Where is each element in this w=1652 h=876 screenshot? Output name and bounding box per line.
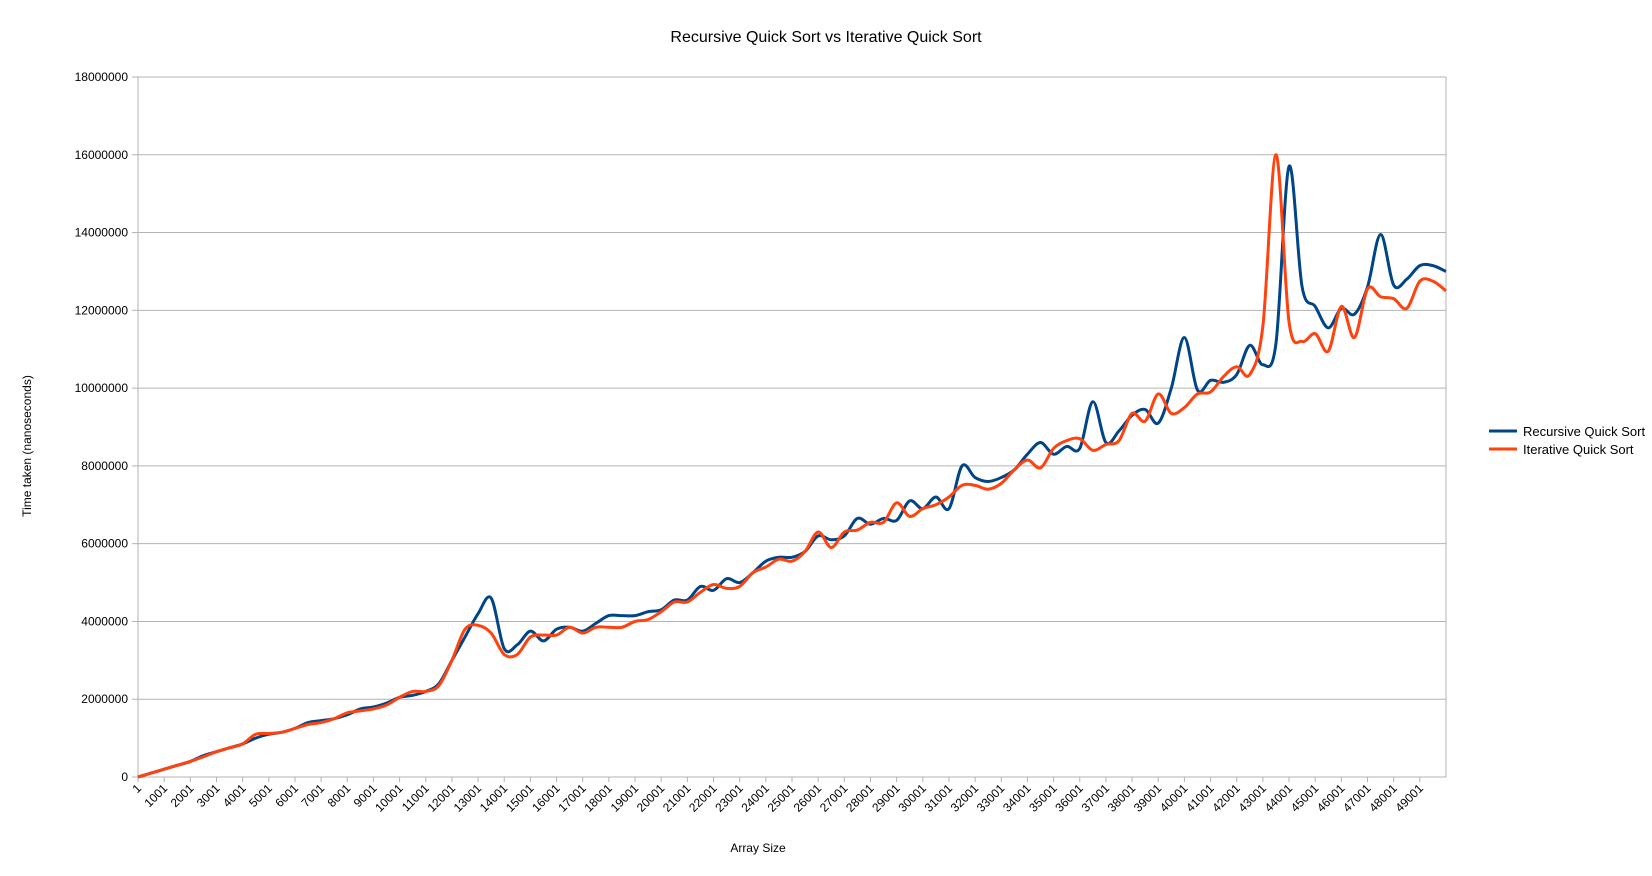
x-tick-label: 3001 [194, 781, 223, 810]
x-tick-label: 48001 [1366, 781, 1400, 815]
x-tick-label: 25001 [765, 781, 799, 815]
x-tick-label: 2001 [168, 781, 197, 810]
x-tick-label: 24001 [738, 781, 772, 815]
x-tick-label: 47001 [1340, 781, 1374, 815]
series-lines [137, 153, 1447, 779]
series-line-recursive-quick-sort [137, 164, 1447, 779]
y-tick-label: 12000000 [75, 303, 129, 317]
x-tick-label: 8001 [325, 781, 354, 810]
x-tick-label: 36001 [1052, 781, 1086, 815]
x-tick-label: 19001 [608, 781, 642, 815]
x-tick-label: 39001 [1131, 781, 1165, 815]
x-tick-label: 4001 [220, 781, 249, 810]
x-tick-label: 31001 [922, 781, 956, 815]
x-tick-label: 23001 [712, 781, 746, 815]
legend-label-iterative-quick-sort: Iterative Quick Sort [1523, 442, 1634, 457]
x-tick-label: 22001 [686, 781, 720, 815]
y-axis-title: Time taken (nanoseconds) [20, 375, 34, 517]
x-tick-label: 26001 [791, 781, 825, 815]
legend-label-recursive-quick-sort: Recursive Quick Sort [1523, 424, 1645, 439]
y-tick-label: 2000000 [81, 692, 128, 706]
x-tick-label: 45001 [1288, 781, 1322, 815]
x-tick-label: 17001 [555, 781, 589, 815]
legend: Recursive Quick Sort Iterative Quick Sort [1489, 424, 1645, 457]
x-tick-label: 6001 [272, 781, 301, 810]
x-tick-label: 13001 [451, 781, 485, 815]
x-tick-label: 21001 [660, 781, 694, 815]
y-tick-label: 16000000 [75, 148, 129, 162]
x-tick-label: 44001 [1262, 781, 1296, 815]
y-tick-label: 10000000 [75, 381, 129, 395]
x-tick-label: 27001 [817, 781, 851, 815]
y-tick-label: 14000000 [75, 226, 129, 240]
x-tick-label: 29001 [869, 781, 903, 815]
x-tick-label: 1 [129, 781, 144, 796]
x-tick-label: 18001 [582, 781, 616, 815]
x-tick-label: 28001 [843, 781, 877, 815]
y-tick-label: 18000000 [75, 70, 129, 84]
x-tick-label: 38001 [1105, 781, 1139, 815]
y-axis: 0 2000000 4000000 6000000 8000000 10000000 120… [75, 70, 138, 784]
x-tick-label: 49001 [1392, 781, 1426, 815]
x-axis-title: Array Size [730, 841, 786, 855]
x-tick-label: 10001 [372, 781, 406, 815]
x-tick-label: 7001 [298, 781, 327, 810]
x-tick-label: 32001 [948, 781, 982, 815]
x-tick-label: 15001 [503, 781, 537, 815]
x-axis: 1100120013001400150016001700180019001100… [129, 777, 1426, 815]
y-tick-label: 6000000 [81, 537, 128, 551]
x-tick-label: 14001 [477, 781, 511, 815]
x-tick-label: 42001 [1209, 781, 1243, 815]
x-tick-label: 16001 [529, 781, 563, 815]
x-tick-label: 1001 [141, 781, 170, 810]
x-tick-label: 35001 [1026, 781, 1060, 815]
x-tick-label: 20001 [634, 781, 668, 815]
x-tick-label: 5001 [246, 781, 275, 810]
x-tick-label: 12001 [425, 781, 459, 815]
y-tick-label: 8000000 [81, 459, 128, 473]
x-tick-label: 41001 [1183, 781, 1217, 815]
x-tick-label: 40001 [1157, 781, 1191, 815]
x-tick-label: 33001 [974, 781, 1008, 815]
series-line-iterative-quick-sort [137, 153, 1447, 779]
plot-frame [137, 77, 1447, 778]
x-tick-label: 37001 [1079, 781, 1113, 815]
x-tick-label: 30001 [895, 781, 929, 815]
y-tick-label: 0 [121, 770, 128, 784]
x-tick-label: 11001 [399, 781, 432, 814]
x-tick-label: 46001 [1314, 781, 1348, 815]
x-tick-label: 34001 [1000, 781, 1034, 815]
chart-title: Recursive Quick Sort vs Iterative Quick … [670, 29, 982, 46]
x-tick-label: 43001 [1236, 781, 1270, 815]
gridlines [138, 76, 1446, 778]
y-tick-label: 4000000 [81, 614, 128, 628]
